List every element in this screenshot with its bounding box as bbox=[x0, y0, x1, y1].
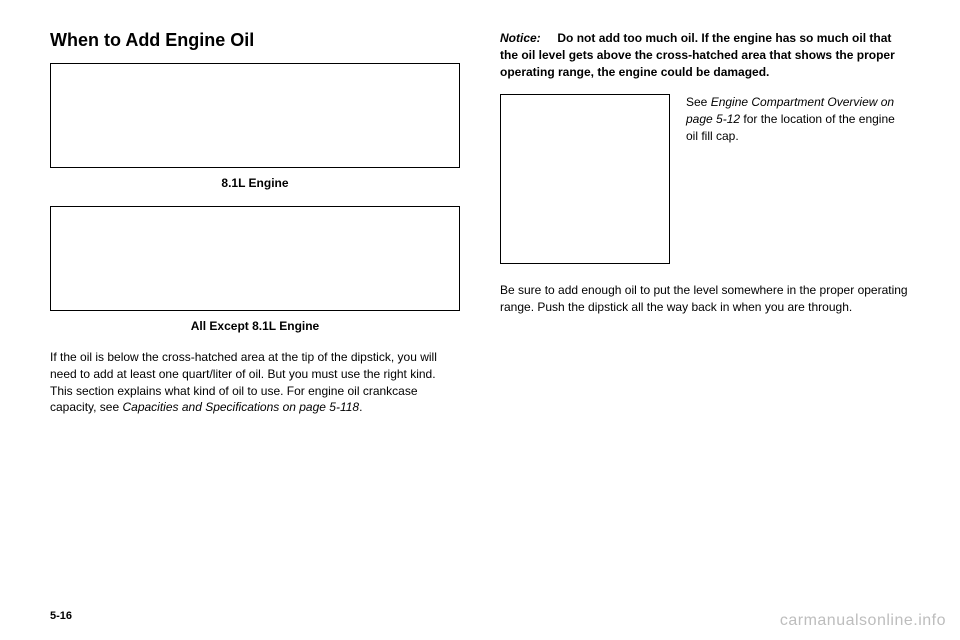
page-number: 5-16 bbox=[50, 610, 72, 622]
section-heading: When to Add Engine Oil bbox=[50, 30, 460, 51]
notice-paragraph: Notice: Do not add too much oil. If the … bbox=[500, 30, 910, 80]
para-text-b: . bbox=[359, 400, 362, 414]
left-column: When to Add Engine Oil 8.1L Engine All E… bbox=[50, 30, 460, 620]
caption-other: All Except 8.1L Engine bbox=[50, 319, 460, 333]
watermark: carmanualsonline.info bbox=[780, 612, 946, 630]
closing-paragraph: Be sure to add enough oil to put the lev… bbox=[500, 282, 910, 316]
page-container: When to Add Engine Oil 8.1L Engine All E… bbox=[0, 0, 960, 640]
dipstick-figure-8-1l bbox=[50, 63, 460, 168]
oil-fill-cap-figure bbox=[500, 94, 670, 264]
row-text-a: See bbox=[686, 95, 711, 109]
fill-cap-text: See Engine Compartment Overview on page … bbox=[686, 94, 910, 144]
notice-label: Notice: bbox=[500, 31, 541, 45]
oil-add-paragraph: If the oil is below the cross-hatched ar… bbox=[50, 349, 460, 416]
dipstick-figure-other bbox=[50, 206, 460, 311]
notice-body: Do not add too much oil. If the engine h… bbox=[500, 31, 895, 79]
right-column: Notice: Do not add too much oil. If the … bbox=[500, 30, 910, 620]
capacities-ref: Capacities and Specifications on page 5-… bbox=[122, 400, 359, 414]
caption-8-1l: 8.1L Engine bbox=[50, 176, 460, 190]
fill-cap-row: See Engine Compartment Overview on page … bbox=[500, 94, 910, 264]
notice-spacer bbox=[544, 31, 554, 45]
